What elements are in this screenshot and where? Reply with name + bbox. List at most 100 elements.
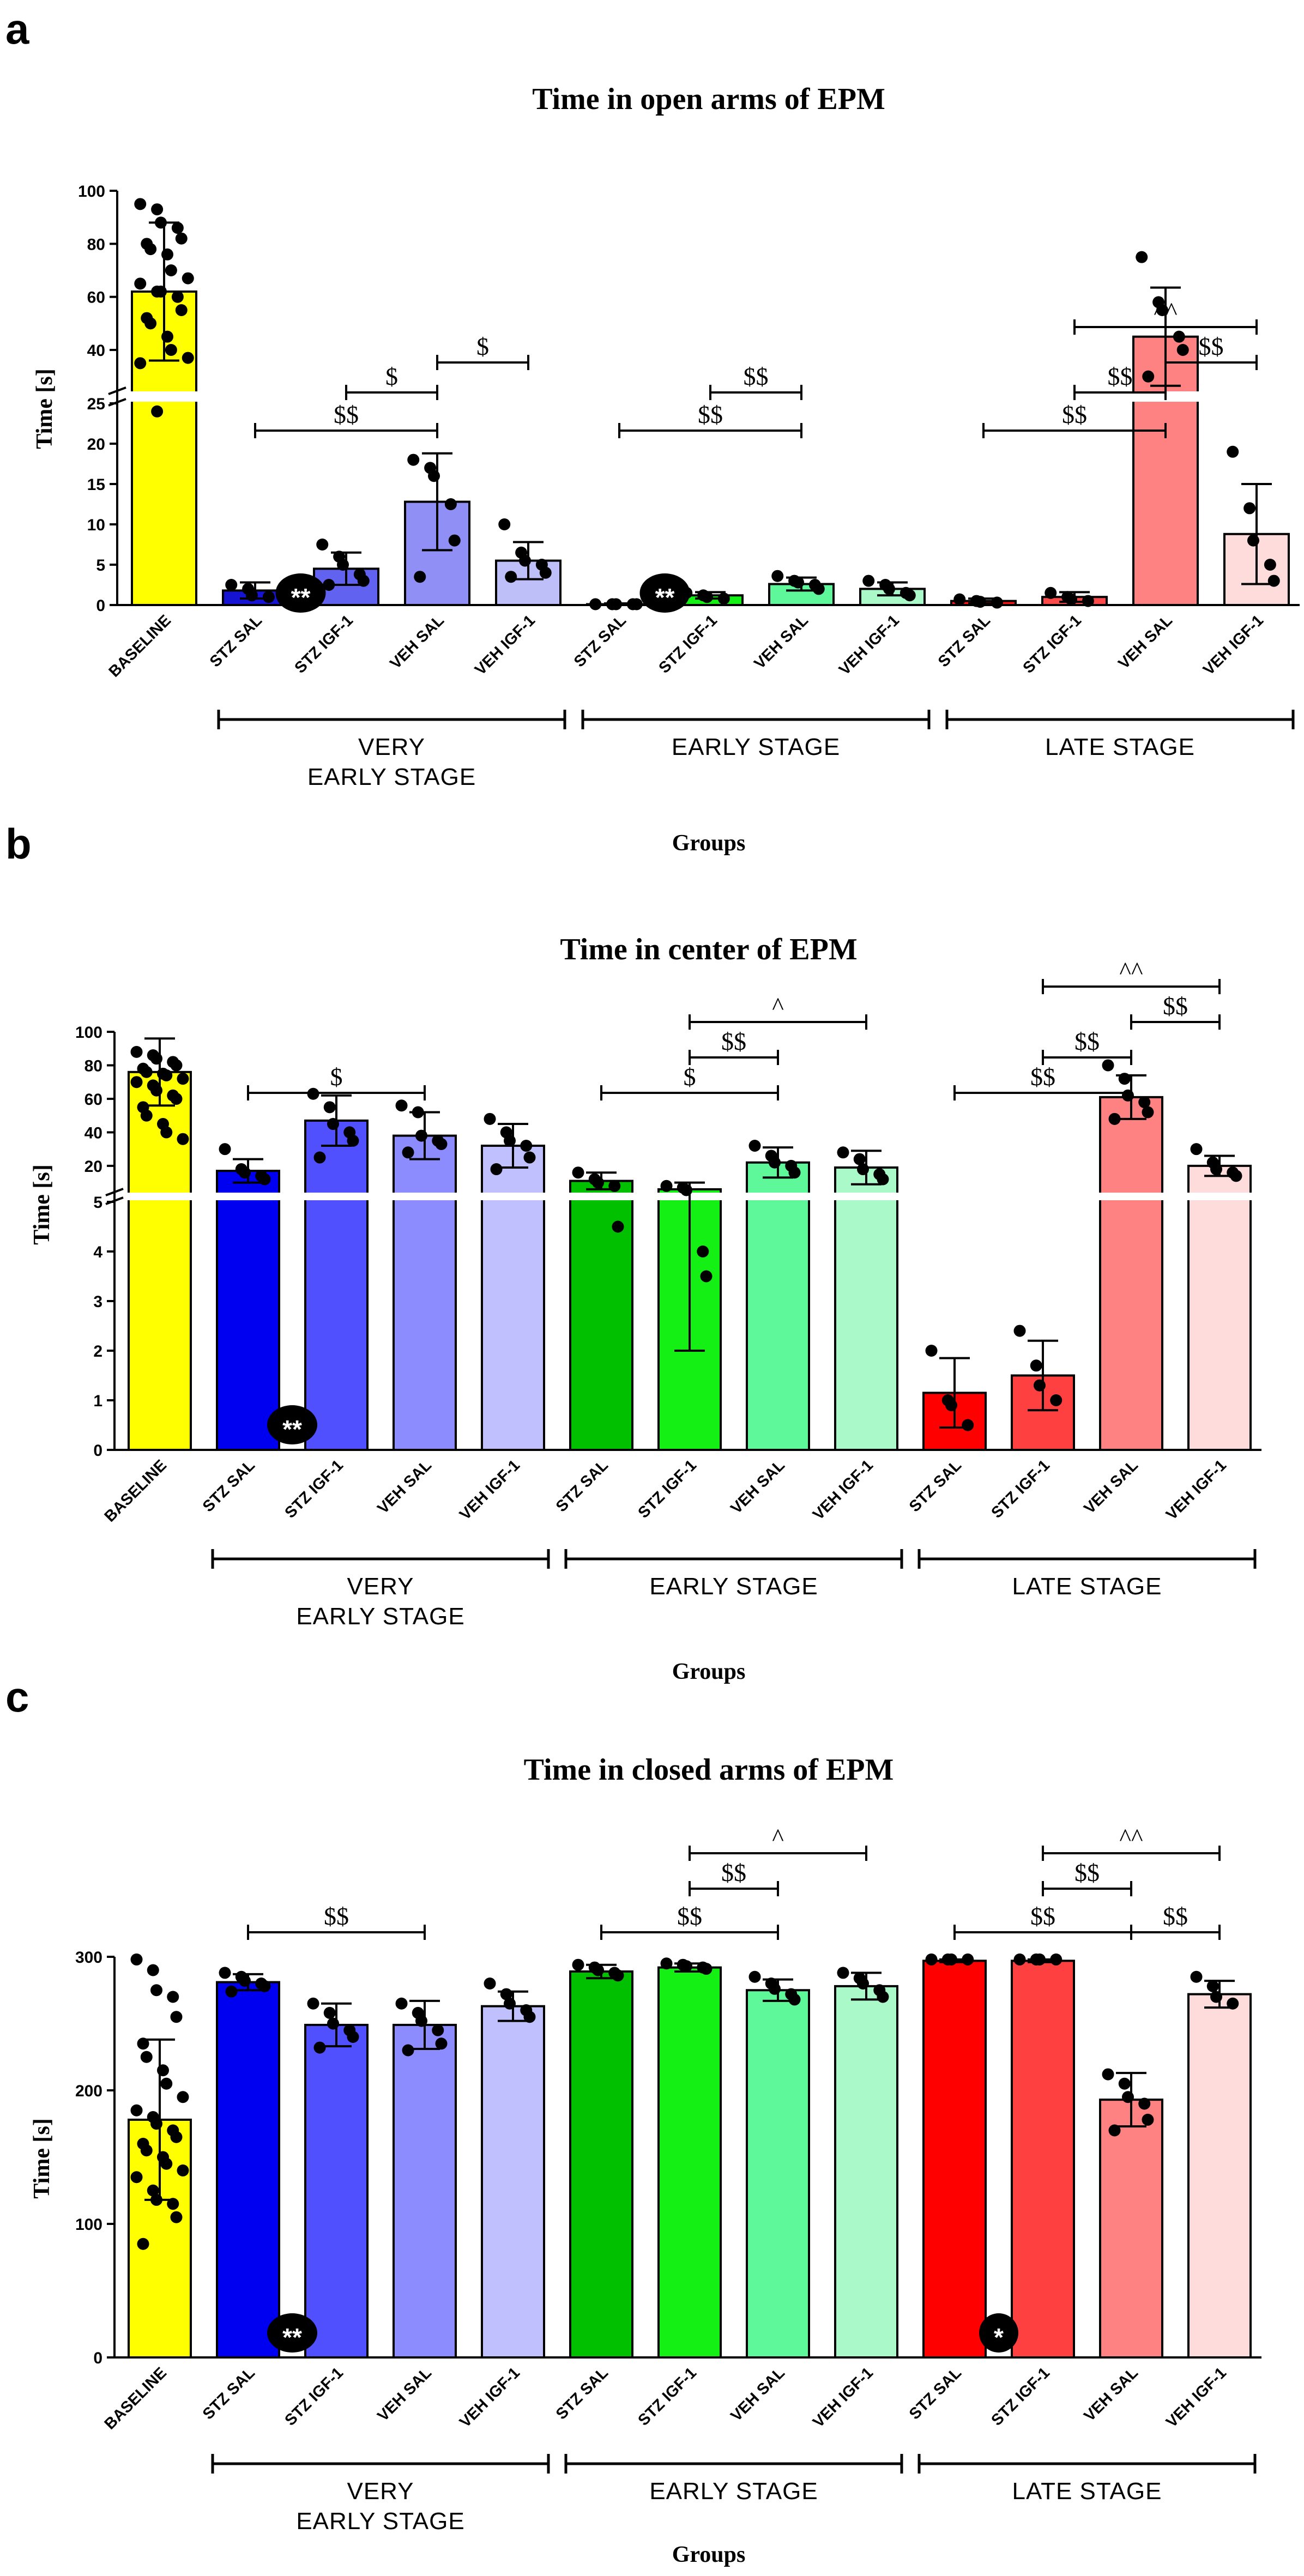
data-point [337, 559, 349, 571]
data-point [748, 1970, 761, 1983]
data-point [357, 575, 370, 587]
data-point [415, 1129, 427, 1142]
data-point [323, 2006, 336, 2019]
bar [1099, 2099, 1163, 2359]
data-point [1156, 304, 1168, 316]
sig-label: $$ [1163, 992, 1188, 1020]
y-tick-label: 5 [96, 557, 105, 575]
y-tick-label: 10 [87, 516, 105, 534]
bar [304, 1119, 369, 1451]
category-label: VEH SAL [1115, 612, 1176, 673]
data-point [140, 2051, 153, 2063]
data-point [150, 2193, 162, 2206]
break-mark [108, 386, 126, 395]
bar [922, 1960, 987, 2359]
sig-label: ^ [772, 992, 784, 1020]
y-tick-label: 100 [75, 2216, 102, 2234]
data-point [1264, 559, 1276, 571]
data-point [608, 1180, 621, 1192]
break-mark [108, 398, 126, 407]
data-point [170, 2211, 183, 2223]
data-point [134, 277, 147, 290]
data-point [1142, 2113, 1154, 2126]
category-label: VEH IGF-1 [472, 612, 539, 679]
data-point [680, 1184, 692, 1196]
data-point [484, 1978, 496, 1990]
stage-label: EARLY STAGE [649, 2478, 818, 2505]
data-point [771, 570, 784, 582]
bar [569, 1180, 633, 1451]
data-point [137, 2238, 149, 2250]
category-label: VEH IGF-1 [836, 612, 903, 679]
y-tick-label: 0 [93, 2349, 102, 2367]
data-point [144, 243, 157, 256]
data-point [161, 248, 173, 261]
data-point [1173, 330, 1185, 343]
data-point [519, 554, 531, 567]
data-point [700, 1963, 713, 1975]
data-point [177, 1073, 189, 1085]
y-tick-label: 200 [75, 2082, 102, 2100]
data-point [239, 1166, 251, 1179]
data-point [177, 2164, 189, 2176]
data-point [313, 2041, 326, 2054]
y-axis-title: Time [s] [32, 368, 57, 449]
data-point [1247, 534, 1259, 547]
y-tick-label: 40 [87, 342, 105, 360]
data-point [313, 1151, 326, 1164]
data-point [219, 1143, 231, 1156]
significance-badge-label: ** [282, 1415, 302, 1443]
data-point [572, 1958, 584, 1971]
data-point [435, 1138, 448, 1150]
axis-break-gap [106, 391, 1304, 402]
data-point [962, 1419, 974, 1431]
bar [746, 1989, 810, 2359]
y-tick-label: 40 [84, 1124, 102, 1142]
category-label: BASELINE [101, 2364, 170, 2433]
data-point [1206, 1980, 1219, 1992]
category-label: VEH SAL [751, 612, 812, 673]
data-point [697, 1245, 709, 1257]
data-point [862, 575, 875, 587]
data-point [161, 330, 173, 343]
data-point [150, 1084, 162, 1097]
significance-badge [275, 573, 326, 613]
data-point [448, 534, 461, 547]
bar [1187, 1993, 1252, 2359]
sig-label: $ [684, 1063, 696, 1091]
data-point [428, 470, 440, 482]
y-tick-label: 2 [93, 1343, 102, 1360]
y-tick-label: 100 [78, 183, 105, 201]
data-point [130, 2104, 143, 2117]
data-point [903, 589, 916, 602]
category-label: VEH IGF-1 [1200, 612, 1267, 679]
bar [1099, 1096, 1163, 1451]
data-point [490, 1163, 503, 1176]
data-point [130, 1045, 143, 1058]
data-point [327, 2017, 339, 2030]
sig-label: ^^ [1154, 297, 1177, 325]
data-point [435, 2037, 448, 2050]
data-point [258, 1173, 271, 1186]
data-point [170, 1059, 183, 1072]
x-axis-title: Groups [672, 2542, 746, 2567]
bar [834, 1166, 898, 1452]
y-tick-label: 60 [87, 289, 105, 307]
y-tick-label: 20 [84, 1158, 102, 1176]
bar [216, 1170, 280, 1451]
category-label: STZ SAL [553, 1456, 612, 1515]
data-point [1122, 2091, 1134, 2103]
data-point [155, 216, 167, 229]
data-point [151, 203, 164, 216]
data-point [1108, 1112, 1121, 1125]
data-point [1013, 1325, 1026, 1337]
sig-label: $$ [1199, 332, 1224, 360]
data-point [140, 1109, 153, 1122]
data-point [680, 1960, 692, 1973]
y-tick-label: 4 [93, 1243, 102, 1261]
data-point [239, 1975, 251, 1987]
category-label: STZ IGF-1 [988, 2364, 1053, 2429]
data-point [150, 1053, 162, 1065]
stage-label: EARLY STAGE [672, 734, 840, 760]
